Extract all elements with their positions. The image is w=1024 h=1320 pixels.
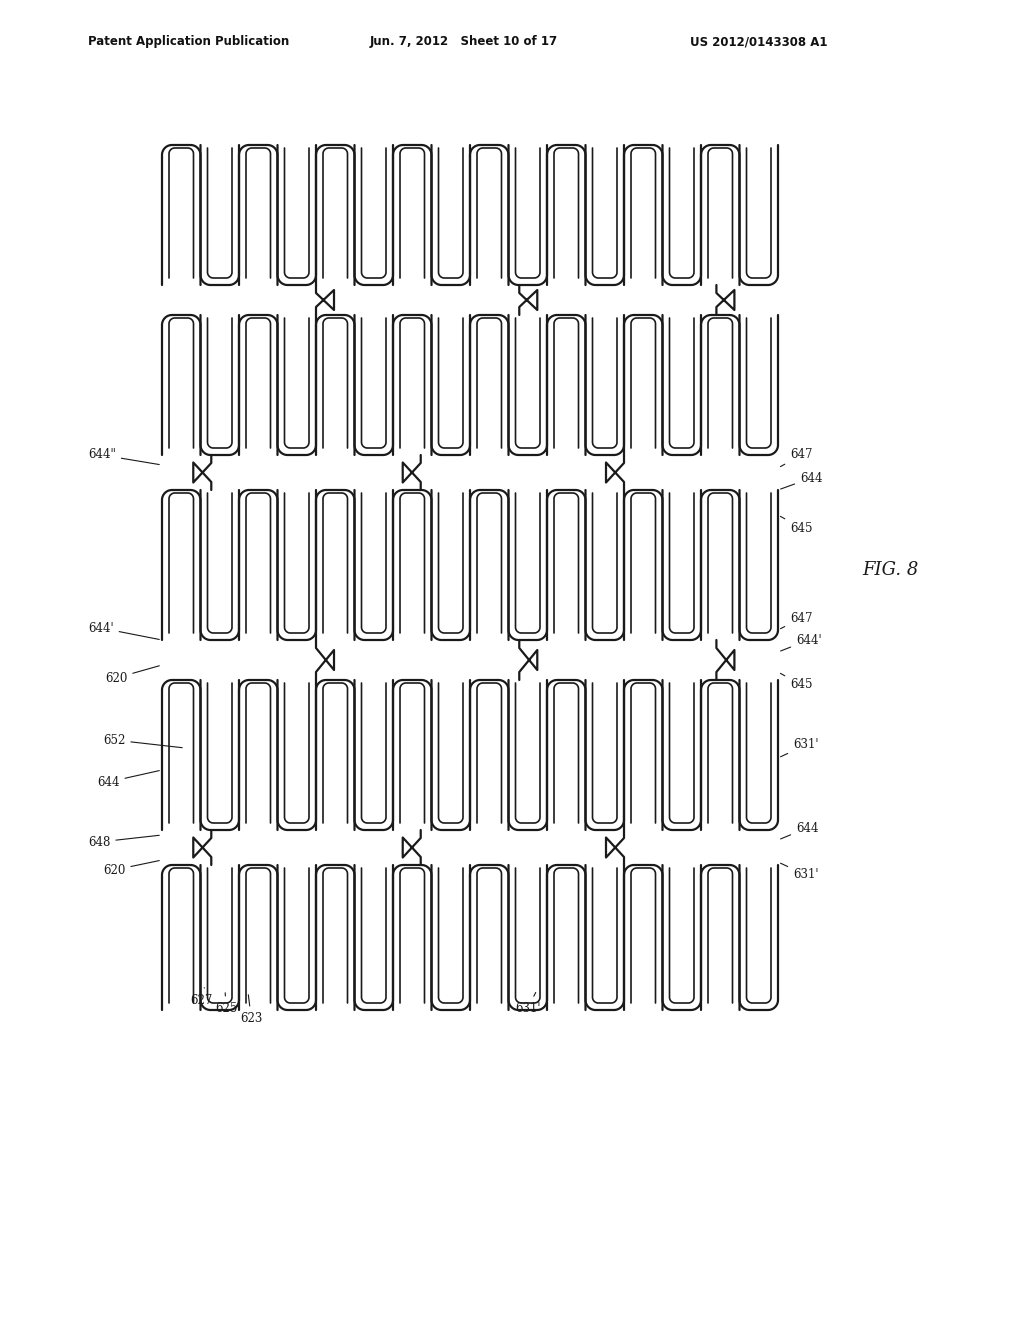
Text: 652: 652 — [103, 734, 182, 747]
Text: FIG. 8: FIG. 8 — [862, 561, 919, 579]
Text: 631': 631' — [780, 738, 818, 756]
Text: 648: 648 — [88, 836, 160, 849]
Text: 644: 644 — [780, 821, 818, 840]
Text: Patent Application Publication: Patent Application Publication — [88, 36, 289, 49]
Text: 647: 647 — [780, 611, 812, 628]
Text: US 2012/0143308 A1: US 2012/0143308 A1 — [690, 36, 827, 49]
Text: 620: 620 — [103, 861, 160, 876]
Text: 620: 620 — [105, 665, 160, 685]
Text: 647: 647 — [780, 449, 812, 467]
Text: 644": 644" — [88, 449, 160, 465]
Text: 645: 645 — [780, 516, 812, 535]
Text: 644: 644 — [97, 771, 160, 788]
Text: 645: 645 — [780, 673, 812, 692]
Text: 644': 644' — [88, 622, 160, 639]
Text: 625: 625 — [215, 993, 238, 1015]
Text: 644': 644' — [780, 634, 821, 651]
Text: 631': 631' — [515, 993, 541, 1015]
Text: 644: 644 — [780, 471, 822, 488]
Text: 623: 623 — [240, 995, 262, 1024]
Text: 627: 627 — [190, 987, 212, 1006]
Text: Jun. 7, 2012   Sheet 10 of 17: Jun. 7, 2012 Sheet 10 of 17 — [370, 36, 558, 49]
Text: 631': 631' — [780, 863, 818, 882]
